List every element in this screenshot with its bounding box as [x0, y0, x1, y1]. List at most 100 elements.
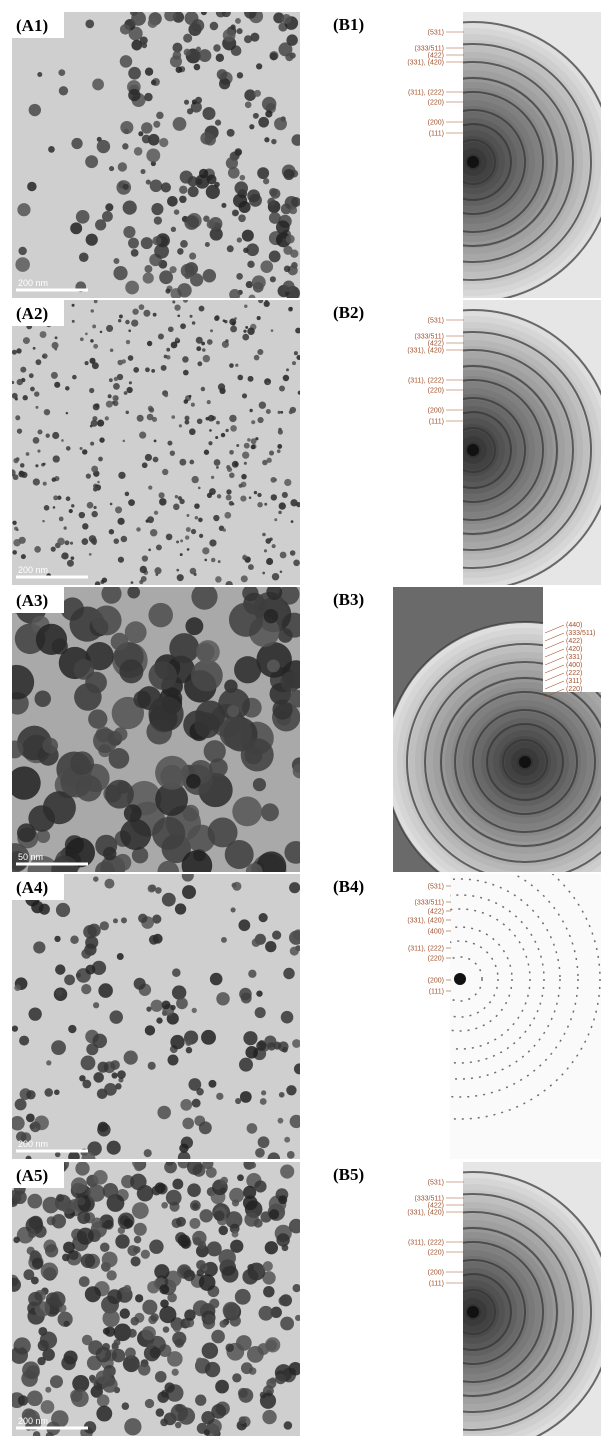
particle — [279, 385, 286, 392]
particle — [68, 1024, 77, 1034]
beam-stop — [519, 756, 531, 768]
particle — [58, 516, 64, 522]
particle — [65, 411, 69, 415]
particle — [52, 455, 60, 463]
diffraction-ring — [463, 365, 558, 535]
particle — [20, 366, 27, 373]
diffraction-ring — [463, 1171, 601, 1436]
particle — [63, 1320, 70, 1327]
particle — [164, 1162, 177, 1174]
particle — [193, 63, 201, 71]
particle — [177, 1151, 191, 1159]
ring-label: (311), (222) — [408, 378, 444, 385]
particle — [163, 354, 168, 359]
particle — [291, 361, 297, 366]
particle — [144, 92, 153, 102]
particle — [139, 36, 148, 45]
particle — [201, 341, 206, 346]
particle — [286, 1151, 295, 1159]
leader — [544, 640, 565, 650]
particle — [279, 570, 283, 574]
particle — [234, 181, 249, 195]
particle — [225, 1343, 234, 1352]
particle — [239, 987, 252, 1001]
particle — [70, 556, 75, 560]
particle — [99, 1242, 110, 1253]
particle — [245, 863, 263, 872]
particle — [122, 200, 137, 215]
particle — [246, 1123, 258, 1134]
particle — [28, 1007, 42, 1021]
particle — [43, 505, 50, 511]
particle — [93, 505, 97, 510]
particle — [38, 903, 50, 915]
particle — [291, 134, 300, 146]
particle — [274, 518, 278, 522]
particle — [251, 275, 266, 290]
particle — [111, 1348, 126, 1363]
particle — [54, 1089, 60, 1096]
particle — [195, 46, 202, 52]
particle — [91, 1217, 103, 1229]
particle — [232, 796, 263, 827]
particle — [117, 319, 122, 323]
particle — [145, 179, 151, 185]
particle — [149, 179, 163, 193]
particle — [91, 510, 98, 518]
particle — [292, 763, 300, 779]
particle — [118, 314, 123, 319]
particle — [247, 438, 251, 442]
particle — [150, 1313, 159, 1322]
particle — [70, 1389, 89, 1408]
particle — [267, 1042, 276, 1051]
particle — [242, 333, 250, 341]
particle — [56, 1194, 65, 1203]
particle — [145, 367, 150, 373]
particle — [20, 554, 26, 560]
particle — [280, 1316, 295, 1331]
particle — [152, 236, 162, 246]
particle — [295, 1314, 300, 1322]
particle — [266, 587, 283, 600]
particle — [32, 478, 40, 486]
particle — [288, 689, 300, 708]
particle — [131, 1202, 149, 1219]
particle — [248, 969, 257, 978]
particle — [82, 523, 89, 530]
particle — [70, 222, 83, 235]
leader — [544, 664, 565, 674]
diffraction-ring — [463, 43, 592, 281]
particle — [99, 1214, 114, 1229]
particle — [202, 348, 206, 352]
particle — [247, 189, 261, 203]
particle — [214, 1210, 225, 1221]
particle — [148, 602, 173, 628]
particle — [276, 449, 281, 454]
diffraction-ring — [463, 427, 496, 473]
particle — [132, 308, 139, 315]
ring-label: (220) — [428, 388, 444, 395]
particle — [172, 300, 176, 304]
particle — [34, 391, 40, 397]
panel-label: (B3) — [333, 590, 364, 609]
particle — [215, 53, 225, 63]
particle — [190, 528, 197, 535]
particle — [148, 661, 178, 690]
particle — [225, 157, 239, 170]
particle — [254, 1007, 266, 1019]
particle — [17, 203, 31, 217]
particle — [81, 1151, 96, 1159]
particle — [102, 1309, 120, 1328]
particle — [155, 573, 159, 576]
particle — [206, 400, 211, 405]
particle — [229, 318, 237, 326]
particle — [269, 187, 278, 197]
particle — [247, 564, 254, 571]
particle — [12, 664, 35, 700]
particle — [84, 361, 89, 366]
particle — [267, 197, 276, 206]
tem-image — [12, 12, 300, 298]
particle — [297, 390, 300, 395]
particle — [54, 1151, 61, 1158]
particle — [164, 1382, 175, 1393]
